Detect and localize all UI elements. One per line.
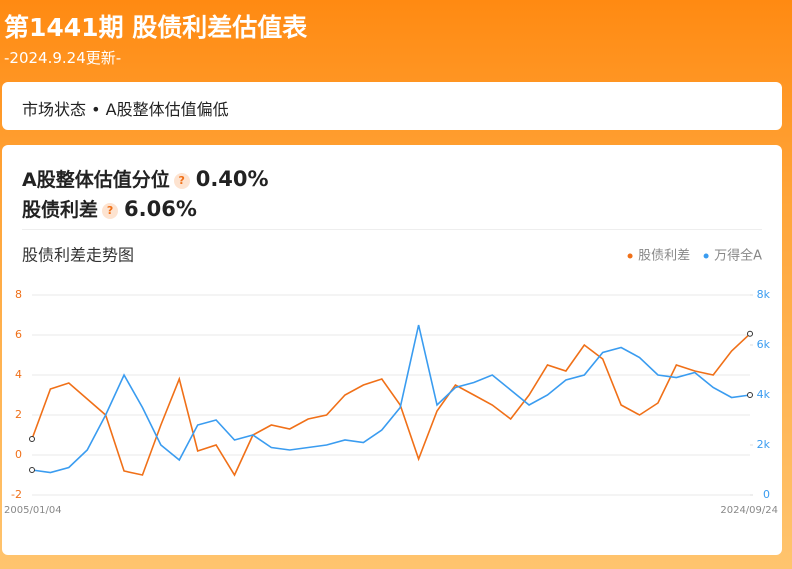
y-tick-label: 0 [15,448,22,461]
legend-label: 万得全A [714,248,762,264]
y-tick-label: 8 [15,288,22,301]
y2-tick-label: 2k [757,438,771,451]
status-value: A股整体估值偏低 [105,100,229,119]
legend-dot [627,253,633,259]
y2-tick-label: 8k [757,288,771,301]
end-point [29,467,35,473]
separator [22,229,762,230]
y2-tick-label: 0 [763,488,770,501]
end-point [747,392,753,398]
chart-card: A股整体估值分位? 0.40% 股债利差? 6.06% [2,145,782,555]
legend-label: 股债利差 [638,249,690,264]
chart: 股债利差走势图 -2 0 2 4 6 8 0 2k 4k 6k 8k 2005/01/04 2024/0… [4,246,778,517]
end-point [29,436,35,442]
metric-label: 股债利差 [22,199,99,221]
help-icon[interactable]: ? [173,173,190,189]
series-line [31,333,751,477]
metric-label: A股整体估值分位 [22,169,170,191]
chart-title: 股债利差走势图 [22,246,134,265]
status: 市场状态 • A股整体估值偏低 [22,100,229,119]
metric: A股整体估值分位? 0.40% [22,165,269,192]
legend-dot [703,253,709,259]
metric-value: 0.40% [195,167,269,191]
y-tick-label: 2 [15,408,22,421]
y2-tick-label: 4k [757,388,771,401]
y-tick-label: 6 [15,328,22,341]
x-tick-label: 2005/01/04 [4,505,62,516]
y-tick-label: -2 [11,488,22,501]
metric: 股债利差? 6.06% [22,195,197,222]
metric-value: 6.06% [124,197,197,221]
y2-tick-label: 6k [757,338,771,351]
end-point [747,330,753,337]
page-title: 第1441期 股债利差估值表 [4,13,308,42]
status-label: 市场状态 [22,100,87,119]
series-line [31,324,751,474]
status-card: 市场状态 • A股整体估值偏低 [2,82,782,130]
x-tick-label: 2024/09/24 [720,505,778,516]
update-date: -2024.9.24更新- [4,49,122,67]
y-tick-label: 4 [15,368,22,381]
help-icon[interactable]: ? [102,203,119,219]
